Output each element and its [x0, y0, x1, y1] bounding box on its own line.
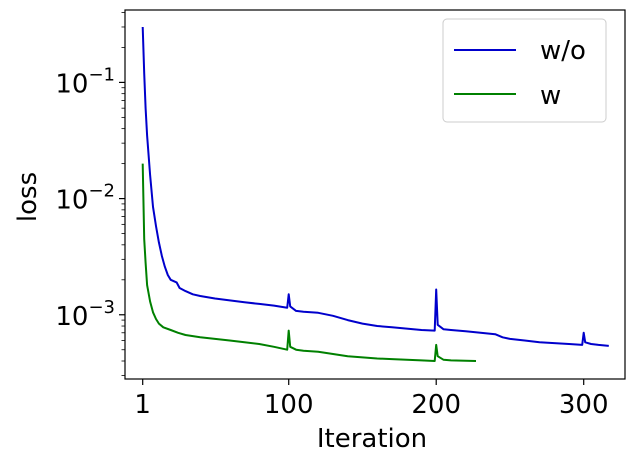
- x-tick-label-100: 100: [264, 390, 314, 420]
- x-tick-label-200: 200: [411, 390, 461, 420]
- series-line-w-o: [141, 26, 609, 347]
- y-minor-ticks: [121, 12, 125, 376]
- legend-label-w-o: w/o: [540, 36, 586, 66]
- y-axis-title: loss: [13, 172, 43, 222]
- x-tick-label-300: 300: [559, 390, 609, 420]
- legend-box: [442, 18, 607, 123]
- x-axis-title: Iteration: [317, 424, 427, 454]
- series-lines: [141, 26, 609, 362]
- legend: w/o w: [442, 18, 607, 123]
- x-axis-ticks: 1 100 200 300: [134, 379, 609, 420]
- series-line-w: [141, 163, 477, 362]
- y-axis-ticks: 10−1 10−2 10−3: [55, 64, 125, 332]
- y-tick-label-1: 10−2: [55, 181, 115, 216]
- y-tick-label-2: 10−3: [55, 297, 115, 332]
- x-tick-label-1: 1: [134, 390, 151, 420]
- y-tick-label-0: 10−1: [55, 64, 115, 99]
- legend-label-w: w: [540, 81, 561, 111]
